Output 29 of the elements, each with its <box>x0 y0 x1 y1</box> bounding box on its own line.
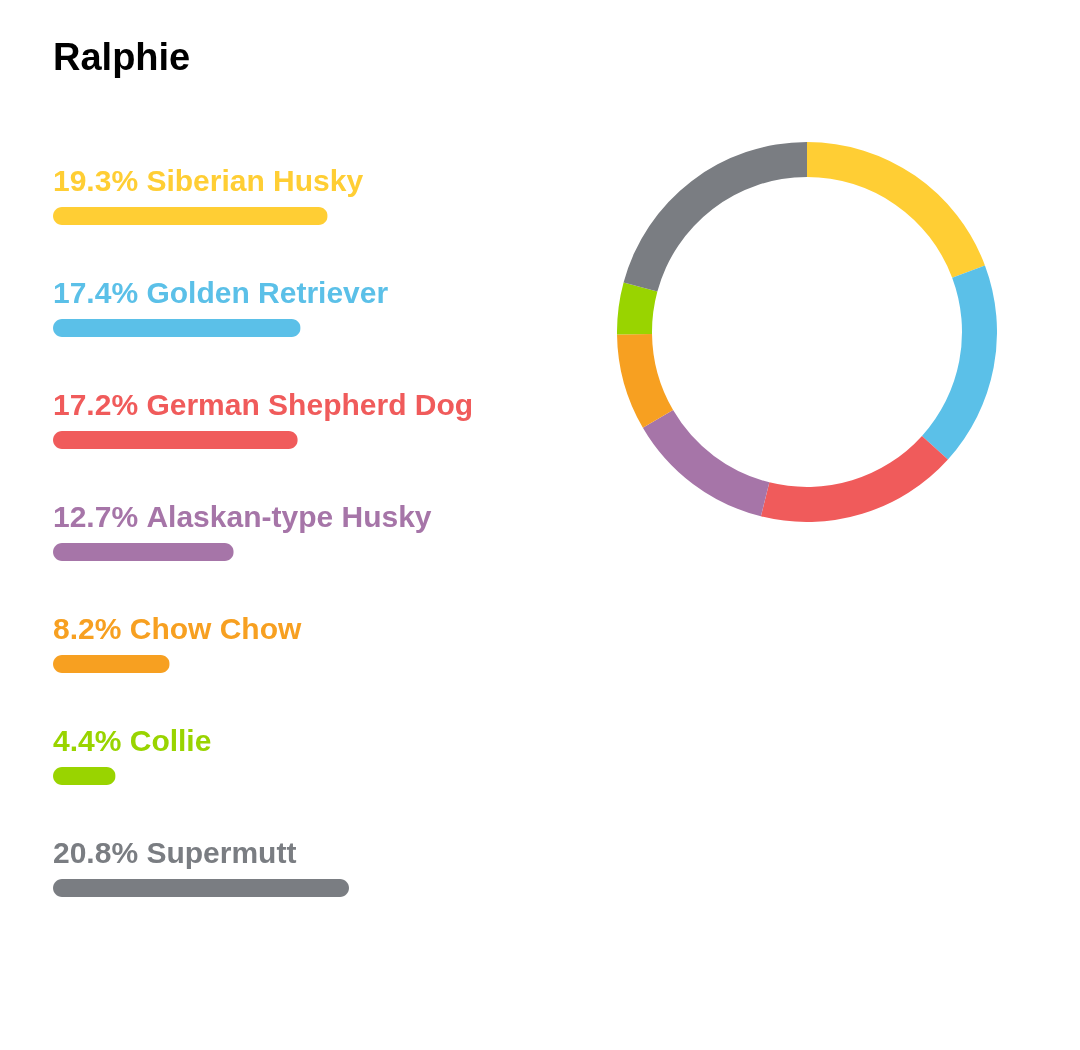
donut-slice <box>617 282 658 335</box>
donut-slice <box>623 142 807 292</box>
data-label: 12.7% <box>53 500 139 533</box>
y-tick-label: Chow Chow <box>129 612 303 645</box>
y-tick-label: Alaskan-type Husky <box>146 500 432 533</box>
data-label: 8.2% <box>53 612 122 645</box>
donut-slice <box>921 265 997 460</box>
bar <box>53 767 116 785</box>
donut-slice <box>807 142 985 278</box>
bar <box>53 431 298 449</box>
data-label: 19.3% <box>53 164 139 197</box>
y-tick-label: Golden Retriever <box>146 276 389 309</box>
y-tick-label: Supermutt <box>146 836 297 869</box>
bar <box>53 543 234 561</box>
data-label: 4.4% <box>53 724 122 757</box>
y-tick-label: German Shepherd Dog <box>146 388 474 421</box>
donut-slice <box>760 435 948 522</box>
data-label: 17.2% <box>53 388 139 421</box>
bar <box>53 207 328 225</box>
bar <box>53 655 170 673</box>
y-tick-label: Collie <box>129 724 212 757</box>
chart-title: Ralphie <box>53 36 191 78</box>
donut-slice <box>617 333 674 428</box>
y-tick-label: Siberian Husky <box>146 164 364 197</box>
data-label: 17.4% <box>53 276 139 309</box>
donut-slice <box>642 410 770 517</box>
bar <box>53 879 349 897</box>
bar <box>53 319 301 337</box>
data-label: 20.8% <box>53 836 139 869</box>
